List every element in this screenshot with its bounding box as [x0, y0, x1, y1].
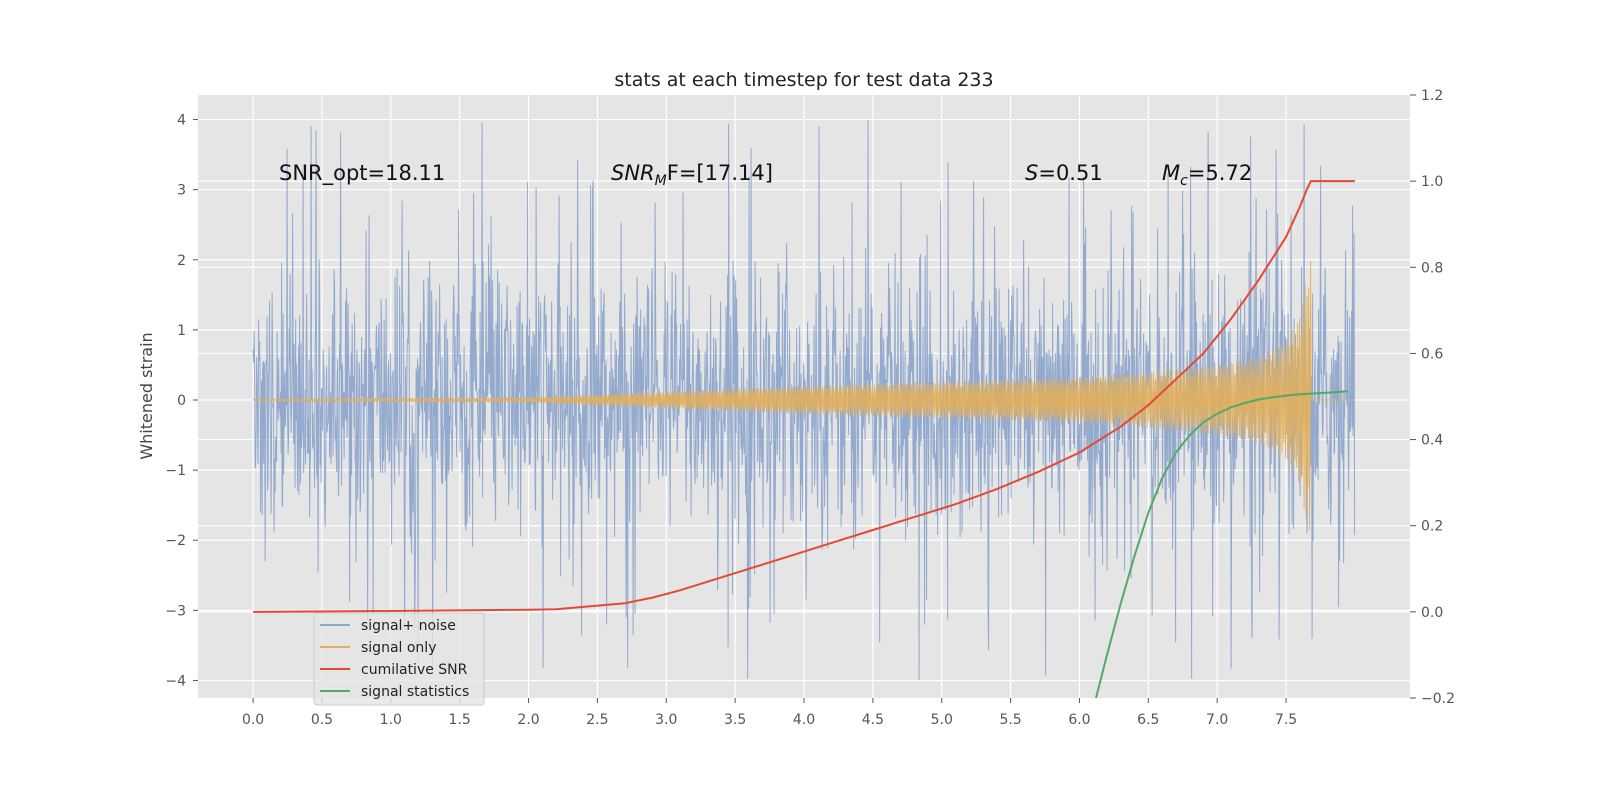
series-line-signal-statistics: [1095, 390, 1349, 698]
y-right-tick-label: 1.0: [1421, 174, 1443, 190]
y-right-tick-label: 1.2: [1421, 88, 1443, 104]
x-tick-label: 2.5: [586, 712, 608, 728]
annotation-snr-mf: SNRMF=[17.14]: [611, 161, 773, 189]
y-right-tick-label: 0.2: [1421, 519, 1443, 535]
y-left-tick-label: −3: [165, 603, 186, 619]
x-tick-label: 7.5: [1275, 712, 1297, 728]
annotation-subscript: c: [1180, 173, 1188, 189]
annotation-value: F=[17.14]: [667, 161, 773, 185]
y-left-tick-label: 4: [177, 113, 186, 129]
y-right-tick-label: 0.8: [1421, 260, 1443, 276]
y-axis-label: Whitened strain: [137, 332, 156, 459]
chart-title: stats at each timestep for test data 233: [614, 69, 993, 91]
y-left-tick-label: 3: [177, 183, 186, 199]
y-right-tick-label: −0.2: [1421, 691, 1455, 707]
x-tick-label: 4.5: [862, 712, 884, 728]
x-tick-label: 1.5: [449, 712, 471, 728]
y-left-tick-label: 0: [177, 393, 186, 409]
annotation-base: S: [1025, 161, 1038, 185]
y-left-tick-label: −2: [165, 533, 186, 549]
x-tick-label: 7.0: [1206, 712, 1228, 728]
legend-label: signal statistics: [361, 684, 469, 700]
y-right-tick-label: 0.4: [1421, 433, 1443, 449]
x-tick-label: 2.0: [517, 712, 539, 728]
x-tick-label: 1.0: [380, 712, 402, 728]
y-left-tick-label: 1: [177, 323, 186, 339]
annotation-mc: Mc=5.72: [1162, 161, 1252, 189]
x-tick-label: 6.0: [1068, 712, 1090, 728]
annotation-s-stat: S=0.51: [1025, 161, 1103, 185]
x-axis: 0.0 0.5 1.0 1.5 2.0 2.5 3.0 3.5 4.0 4.5 5.0 5.5 6.0 6…: [242, 698, 1297, 728]
left-axis: 4 3 2 1 0 −1 −2 −3 −4: [165, 113, 198, 689]
legend-label: signal only: [361, 640, 436, 656]
x-tick-label: 4.0: [793, 712, 815, 728]
series-line-signal-only: [252, 260, 1355, 530]
annotation-value: =0.51: [1038, 161, 1102, 185]
x-tick-label: 3.0: [655, 712, 677, 728]
y-left-tick-label: −4: [165, 673, 186, 689]
series-line-signal-noise: [252, 120, 1356, 681]
annotations: SNR_opt=18.11 SNRMF=[17.14] S=0.51 Mc=5.72: [279, 161, 1252, 189]
annotation-snr-opt: SNR_opt=18.11: [279, 161, 445, 186]
y-left-tick-label: −1: [165, 463, 186, 479]
annotation-base: M: [1162, 161, 1180, 185]
y-right-tick-label: 0.6: [1421, 346, 1443, 362]
series-line-cumulative-snr: [253, 180, 1355, 613]
legend-label: cumilative SNR: [361, 662, 468, 678]
y-left-tick-label: 2: [177, 253, 186, 269]
x-tick-label: 5.0: [931, 712, 953, 728]
legend: signal+ noise signal only cumilative SNR si…: [313, 612, 485, 706]
x-tick-label: 3.5: [724, 712, 746, 728]
y-right-tick-label: 0.0: [1421, 605, 1443, 621]
x-tick-label: 0.0: [242, 712, 264, 728]
annotation-subscript: M: [655, 173, 667, 189]
annotation-base: SNR: [611, 161, 655, 185]
right-axis: 1.2 1.0 0.8 0.6 0.4 0.2 0.0 −0.2: [1410, 88, 1455, 707]
legend-label: signal+ noise: [361, 618, 456, 634]
x-tick-label: 6.5: [1137, 712, 1159, 728]
annotation-value: =5.72: [1188, 161, 1252, 185]
legend-box: [313, 612, 485, 706]
x-tick-label: 5.5: [999, 712, 1021, 728]
x-tick-label: 0.5: [311, 712, 333, 728]
